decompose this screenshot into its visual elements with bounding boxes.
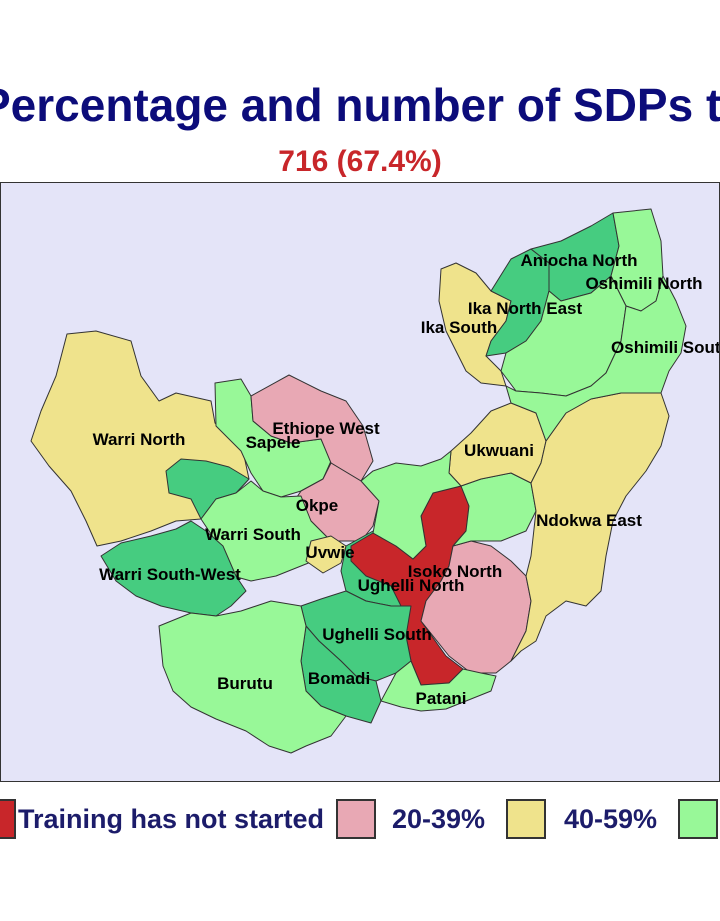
legend-label-20-39: 20-39% (392, 804, 486, 834)
lga-oshimili-south[interactable] (505, 275, 687, 442)
lga-burutu[interactable] (158, 600, 347, 754)
lga-patani[interactable] (380, 660, 497, 712)
lga-ndokwa-east[interactable] (510, 392, 670, 662)
legend-label-40-59: 40-59% (564, 804, 658, 834)
lga-label: Ethiope West (272, 419, 380, 438)
lga-label: Uvwie (305, 543, 354, 562)
legend-label-not-started: Training has not started (18, 804, 325, 834)
lga-labels-layer: Aniocha North Oshimili North Ika North E… (93, 251, 719, 708)
lga-label: Warri South (205, 525, 301, 544)
map-title: Percentage and number of SDPs trained (0, 79, 720, 131)
lga-label: Ughelli South (322, 625, 432, 644)
lga-label: Oshimili South (611, 338, 719, 357)
lga-label: Ika South (421, 318, 498, 337)
lga-warri-south-west[interactable] (100, 520, 247, 617)
lga-label: Patani (415, 689, 466, 708)
lga-label: Okpe (296, 496, 339, 515)
lga-uvwie[interactable] (305, 535, 347, 574)
map-panel: Aniocha North Oshimili North Ika North E… (0, 182, 720, 782)
lga-label: Isoko North (408, 562, 502, 581)
legend-swatch-20-39 (336, 799, 376, 839)
lga-label: Warri South-West (99, 565, 241, 584)
lga-isoko-south[interactable] (420, 540, 532, 674)
lga-label: Sapele (246, 433, 301, 452)
map-legend: Training has not started 20-39% 40-59% (0, 790, 720, 850)
lga-label: Ndokwa East (536, 511, 642, 530)
lga-ethiope-east[interactable] (360, 450, 462, 560)
lga-label: Ughelli North (358, 576, 465, 595)
lga-label: Aniocha North (520, 251, 637, 270)
lga-warri-south[interactable] (200, 480, 332, 582)
lga-ika-south[interactable] (438, 262, 512, 387)
lga-label: Oshimili North (585, 274, 702, 293)
legend-swatch-60-79 (678, 799, 718, 839)
map-subtitle: 716 (67.4%) (278, 145, 442, 178)
lga-label: Warri North (93, 430, 186, 449)
lga-label: Ika North East (468, 299, 583, 318)
lga-label: Burutu (217, 674, 273, 693)
legend-swatch-not-started (0, 799, 16, 839)
choropleth-map (30, 208, 687, 754)
lga-label: Bomadi (308, 669, 370, 688)
lga-label: Ukwuani (464, 441, 534, 460)
legend-swatch-40-59 (506, 799, 546, 839)
